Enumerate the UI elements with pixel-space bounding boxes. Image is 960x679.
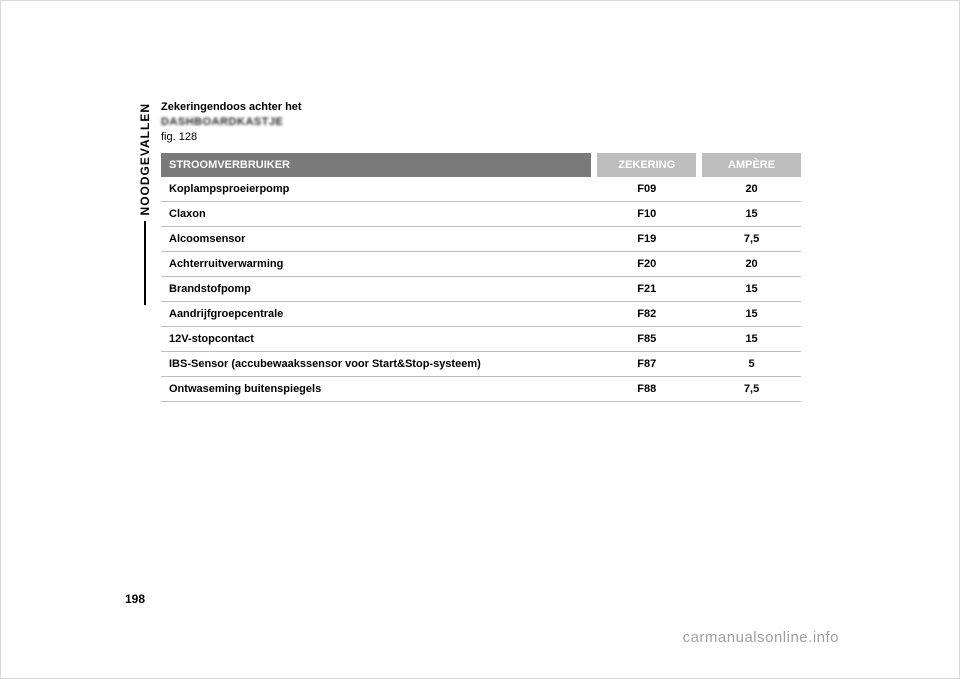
cell-amp: 20 [702,252,801,277]
cell-fuse: F19 [597,227,696,252]
cell-desc: Claxon [161,202,591,227]
fuse-table: STROOMVERBRUIKER ZEKERING AMPÈRE Koplamp… [161,153,801,402]
cell-amp: 15 [702,302,801,327]
col-header-desc: STROOMVERBRUIKER [161,153,591,177]
cell-desc: 12V-stopcontact [161,327,591,352]
table-row: Alcoomsensor F19 7,5 [161,227,801,252]
heading-line1: Zekeringendoos achter het [161,101,801,114]
table-row: Brandstofpomp F21 15 [161,277,801,302]
table-row: 12V-stopcontact F85 15 [161,327,801,352]
cell-fuse: F09 [597,177,696,202]
cell-fuse: F82 [597,302,696,327]
cell-amp: 15 [702,277,801,302]
table-row: IBS-Sensor (accubewaakssensor voor Start… [161,352,801,377]
cell-fuse: F88 [597,377,696,402]
side-tab-rule [144,221,146,305]
cell-fuse: F10 [597,202,696,227]
side-tab-label: NOODGEVALLEN [138,97,152,219]
watermark: carmanualsonline.info [683,629,839,646]
cell-desc: Koplampsproeierpomp [161,177,591,202]
cell-desc: Aandrijfgroepcentrale [161,302,591,327]
cell-amp: 5 [702,352,801,377]
fuse-table-body: Koplampsproeierpomp F09 20 Claxon F10 15… [161,177,801,402]
table-row: Aandrijfgroepcentrale F82 15 [161,302,801,327]
cell-amp: 15 [702,202,801,227]
table-row: Koplampsproeierpomp F09 20 [161,177,801,202]
heading-line2: DASHBOARDKASTJE [161,116,801,129]
page: NOODGEVALLEN Zekeringendoos achter het D… [0,0,960,679]
figure-reference: fig. 128 [161,131,801,143]
col-header-amp: AMPÈRE [702,153,801,177]
cell-amp: 20 [702,177,801,202]
table-row: Ontwaseming buitenspiegels F88 7,5 [161,377,801,402]
cell-desc: Ontwaseming buitenspiegels [161,377,591,402]
cell-fuse: F87 [597,352,696,377]
cell-desc: Brandstofpomp [161,277,591,302]
table-row: Claxon F10 15 [161,202,801,227]
cell-amp: 15 [702,327,801,352]
cell-desc: Alcoomsensor [161,227,591,252]
cell-desc: Achterruitverwarming [161,252,591,277]
col-header-fuse: ZEKERING [597,153,696,177]
cell-desc: IBS-Sensor (accubewaakssensor voor Start… [161,352,591,377]
cell-amp: 7,5 [702,377,801,402]
cell-fuse: F21 [597,277,696,302]
side-tab: NOODGEVALLEN [131,97,159,305]
cell-amp: 7,5 [702,227,801,252]
cell-fuse: F85 [597,327,696,352]
content-area: Zekeringendoos achter het DASHBOARDKASTJ… [161,101,801,402]
table-header-row: STROOMVERBRUIKER ZEKERING AMPÈRE [161,153,801,177]
cell-fuse: F20 [597,252,696,277]
table-row: Achterruitverwarming F20 20 [161,252,801,277]
page-number: 198 [125,592,145,606]
